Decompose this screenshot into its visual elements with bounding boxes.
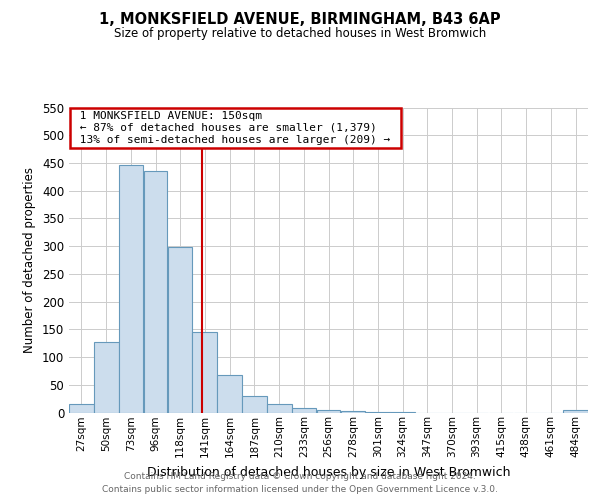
Y-axis label: Number of detached properties: Number of detached properties (23, 167, 37, 353)
Bar (292, 408, 316, 412)
Text: Contains HM Land Registry data © Crown copyright and database right 2024.: Contains HM Land Registry data © Crown c… (124, 472, 476, 481)
Bar (119, 164, 143, 412)
Bar (563, 410, 588, 412)
Text: Size of property relative to detached houses in West Bromwich: Size of property relative to detached ho… (114, 28, 486, 40)
Bar (217, 375, 242, 412)
Bar (94, 342, 119, 412)
X-axis label: Distribution of detached houses by size in West Bromwich: Distribution of detached houses by size … (147, 466, 510, 478)
Bar (167, 247, 192, 412)
Bar (317, 410, 340, 412)
Text: Contains public sector information licensed under the Open Government Licence v.: Contains public sector information licen… (102, 485, 498, 494)
Bar (69, 404, 94, 412)
Bar (193, 332, 217, 412)
Bar (242, 396, 267, 412)
Text: 1 MONKSFIELD AVENUE: 150sqm
 ← 87% of detached houses are smaller (1,379)
 13% o: 1 MONKSFIELD AVENUE: 150sqm ← 87% of det… (73, 112, 397, 144)
Text: 1, MONKSFIELD AVENUE, BIRMINGHAM, B43 6AP: 1, MONKSFIELD AVENUE, BIRMINGHAM, B43 6A… (99, 12, 501, 28)
Bar (267, 404, 292, 412)
Bar (144, 170, 167, 412)
